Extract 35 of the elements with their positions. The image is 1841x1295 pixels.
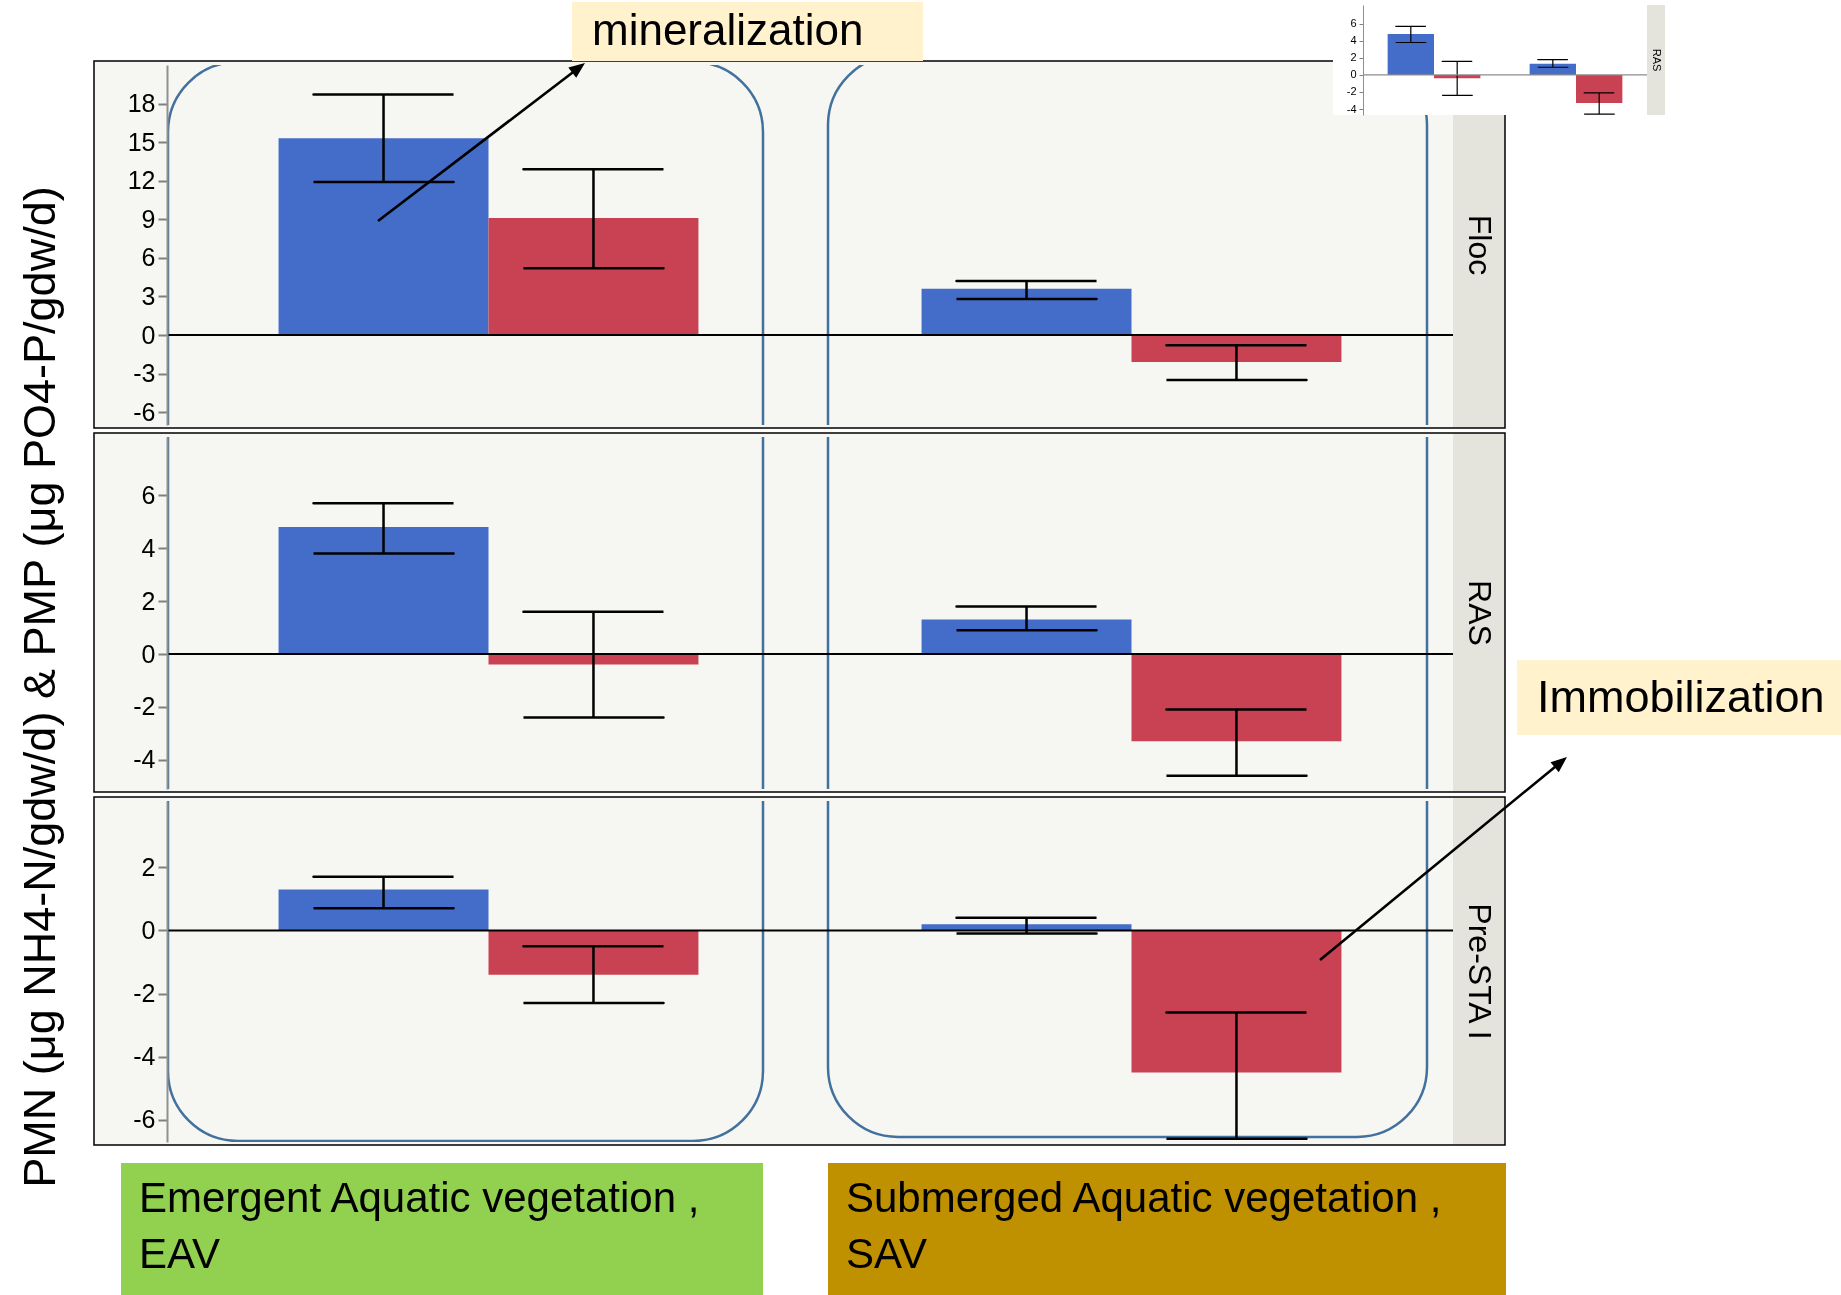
text: Pre-STA I xyxy=(1462,903,1498,1040)
y-tick-label: -6 xyxy=(133,397,156,426)
text: Floc xyxy=(1462,214,1498,276)
y-tick-label: -4 xyxy=(133,1042,156,1071)
y-tick-label: 0 xyxy=(1350,68,1357,81)
y-tick-label: 6 xyxy=(1350,17,1357,30)
text: RAS xyxy=(1462,580,1498,646)
y-tick-label: 4 xyxy=(141,533,156,562)
y-tick-label: 4 xyxy=(1350,34,1357,47)
y-tick-label: 3 xyxy=(141,281,156,310)
text: Immobilization xyxy=(1537,670,1825,722)
x-tick-label: Submerged Aquatic vegetation , SAV xyxy=(846,1174,1442,1277)
y-tick-label: -3 xyxy=(133,359,156,388)
y-tick-label: 2 xyxy=(141,852,156,881)
y-tick-label: 6 xyxy=(141,480,156,509)
text: RAS xyxy=(1651,48,1663,72)
y-tick-label: 6 xyxy=(141,243,156,272)
y-tick-label: -4 xyxy=(133,745,156,774)
y-tick-label: -2 xyxy=(133,979,156,1008)
y-axis-title: PMN (μg NH4-N/gdw/d) & PMP (μg PO4-P/gdw/d) xyxy=(14,186,65,1188)
y-tick-label: -6 xyxy=(133,1105,156,1134)
y-tick-label: 2 xyxy=(141,586,156,615)
x-tick-label: Emergent Aquatic vegetation , EAV xyxy=(139,1174,700,1277)
y-tick-label: -2 xyxy=(133,692,156,721)
y-tick-label: 0 xyxy=(141,915,156,944)
y-tick-label: 9 xyxy=(141,204,156,233)
y-tick-label: 12 xyxy=(127,166,156,195)
y-tick-label: 0 xyxy=(141,320,156,349)
y-tick-label: -2 xyxy=(1346,85,1357,98)
y-tick-label: -4 xyxy=(1346,102,1357,115)
y-tick-label: 2 xyxy=(1350,51,1357,64)
y-tick-label: 0 xyxy=(141,639,156,668)
y-tick-label: 18 xyxy=(127,89,156,118)
y-tick-label: 15 xyxy=(127,127,156,156)
text: mineralization xyxy=(592,4,864,54)
